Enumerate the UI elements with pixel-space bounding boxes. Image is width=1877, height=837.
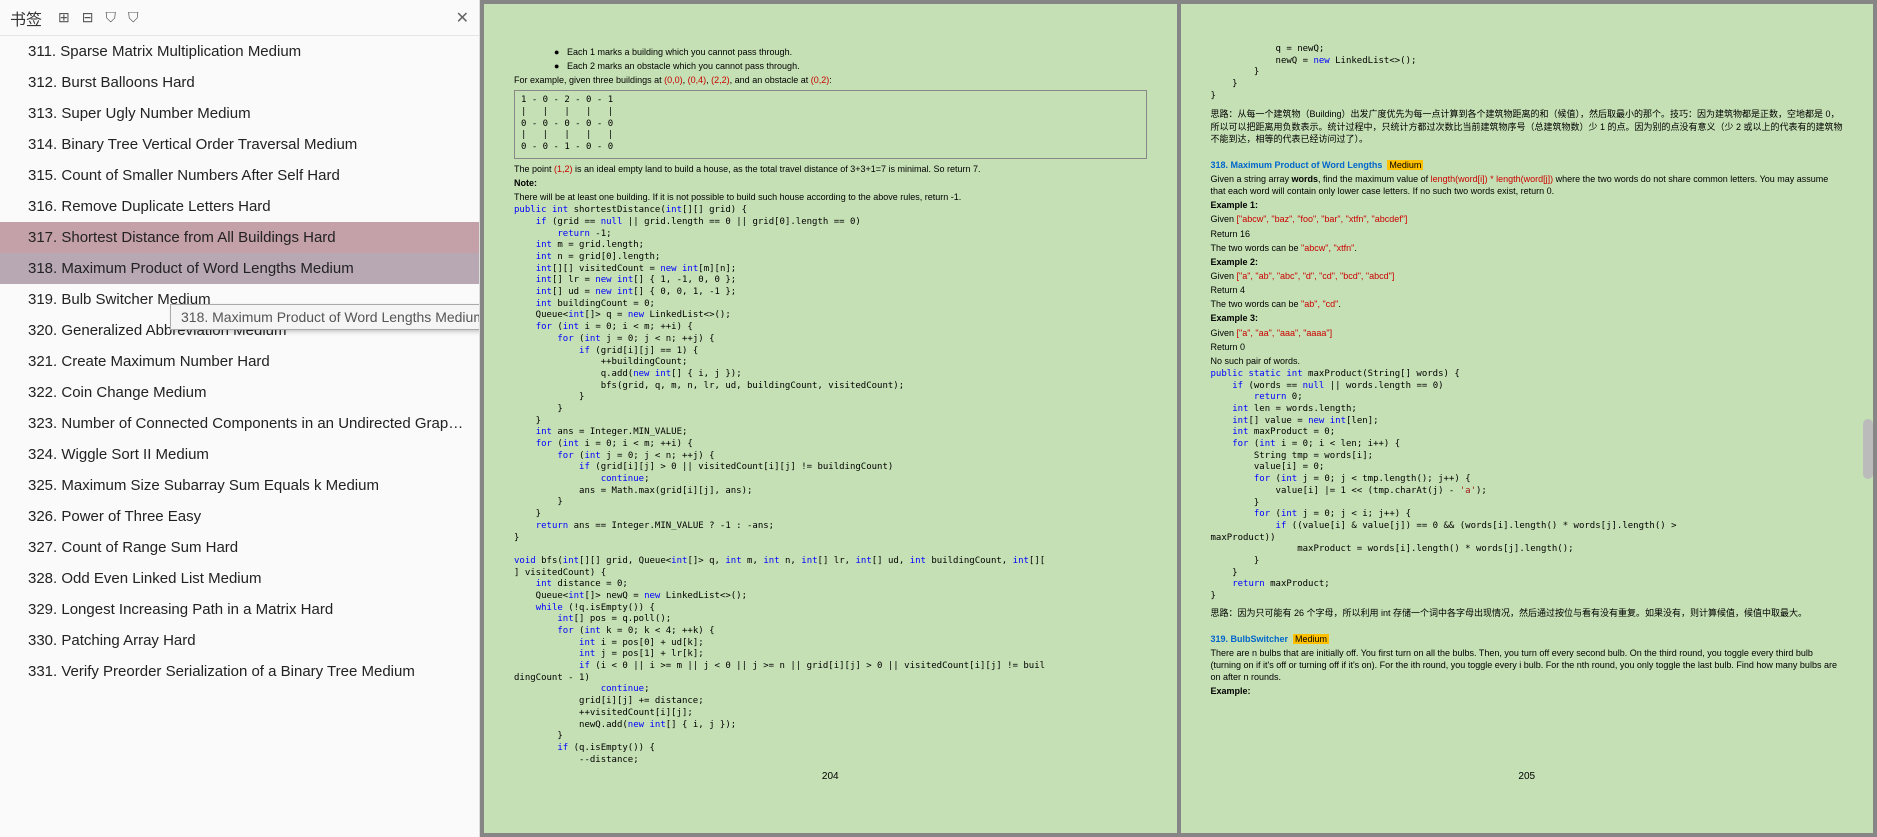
- bookmark-item[interactable]: 317. Shortest Distance from All Building…: [0, 222, 479, 253]
- collapse-icon[interactable]: ⊟: [82, 9, 94, 26]
- bookmark-remove-icon[interactable]: ⛉: [128, 9, 139, 26]
- bookmark-item[interactable]: 330. Patching Array Hard: [0, 625, 479, 656]
- bookmark-add-icon[interactable]: ⛉: [105, 9, 116, 26]
- problem-title-319: 319. BulbSwitcher Medium: [1211, 633, 1844, 645]
- example-intro: For example, given three buildings at (0…: [514, 74, 1147, 86]
- code-block: public int shortestDistance(int[][] grid…: [514, 205, 1147, 766]
- bookmark-item[interactable]: 323. Number of Connected Components in a…: [0, 408, 479, 439]
- example-return: Return 16: [1211, 228, 1844, 240]
- note-text: There will be at least one building. If …: [514, 191, 1147, 203]
- explanation: The point (1,2) is an ideal empty land t…: [514, 163, 1147, 175]
- sidebar-header: 书签 ⊞ ⊟ ⛉ ⛉ ✕: [0, 0, 479, 36]
- sidebar-toolbar: ⊞ ⊟ ⛉ ⛉: [58, 9, 138, 26]
- bookmark-item[interactable]: 314. Binary Tree Vertical Order Traversa…: [0, 129, 479, 160]
- grid-example: 1 - 0 - 2 - 0 - 1 | | | | | 0 - 0 - 0 - …: [514, 90, 1147, 158]
- bookmark-item[interactable]: 326. Power of Three Easy: [0, 501, 479, 532]
- silu-text: 思路：从每一个建筑物（Building）出发广度优先为每一点计算到各个建筑物距离…: [1211, 108, 1844, 144]
- example-label: Example:: [1211, 685, 1844, 697]
- sidebar-title: 书签: [10, 6, 42, 30]
- bookmark-item[interactable]: 311. Sparse Matrix Multiplication Medium: [0, 36, 479, 67]
- example-return: Return 4: [1211, 284, 1844, 296]
- example-return: Return 0: [1211, 341, 1844, 353]
- bookmark-item[interactable]: 312. Burst Balloons Hard: [0, 67, 479, 98]
- code-block: public static int maxProduct(String[] wo…: [1211, 369, 1844, 603]
- page-number: 205: [1518, 770, 1535, 784]
- bookmark-item[interactable]: 328. Odd Even Linked List Medium: [0, 563, 479, 594]
- document-viewport: 译 ● Each 1 marks a building which you ca…: [480, 0, 1877, 837]
- example-given: Given ["a", "ab", "abc", "d", "cd", "bcd…: [1211, 270, 1844, 282]
- problem-title-318: 318. Maximum Product of Word Lengths Med…: [1211, 159, 1844, 171]
- note-label: Note:: [514, 177, 1147, 189]
- example-label: Example 1:: [1211, 199, 1844, 211]
- bullet-text: ● Each 2 marks an obstacle which you can…: [514, 60, 1147, 72]
- problem-desc: There are n bulbs that are initially off…: [1211, 647, 1844, 683]
- example-explain: No such pair of words.: [1211, 355, 1844, 367]
- scrollbar-thumb[interactable]: [1863, 419, 1873, 479]
- bookmark-item[interactable]: 315. Count of Smaller Numbers After Self…: [0, 160, 479, 191]
- example-label: Example 3:: [1211, 312, 1844, 324]
- bookmark-item[interactable]: 324. Wiggle Sort II Medium: [0, 439, 479, 470]
- bookmark-item[interactable]: 313. Super Ugly Number Medium: [0, 98, 479, 129]
- page-205: q = newQ; newQ = new LinkedList<>(); } }…: [1181, 4, 1874, 833]
- example-label: Example 2:: [1211, 256, 1844, 268]
- bookmark-item[interactable]: 327. Count of Range Sum Hard: [0, 532, 479, 563]
- code-block: q = newQ; newQ = new LinkedList<>(); } }…: [1211, 44, 1844, 102]
- bookmark-list[interactable]: 311. Sparse Matrix Multiplication Medium…: [0, 36, 479, 837]
- bookmark-item[interactable]: 321. Create Maximum Number Hard: [0, 346, 479, 377]
- example-given: Given ["a", "aa", "aaa", "aaaa"]: [1211, 327, 1844, 339]
- tooltip: 318. Maximum Product of Word Lengths Med…: [170, 304, 479, 330]
- bookmark-item[interactable]: 331. Verify Preorder Serialization of a …: [0, 656, 479, 687]
- bookmarks-sidebar: 书签 ⊞ ⊟ ⛉ ⛉ ✕ 311. Sparse Matrix Multipli…: [0, 0, 480, 837]
- page-204: ● Each 1 marks a building which you cann…: [484, 4, 1177, 833]
- problem-desc: Given a string array words, find the max…: [1211, 173, 1844, 197]
- bookmark-item[interactable]: 329. Longest Increasing Path in a Matrix…: [0, 594, 479, 625]
- bookmark-item[interactable]: 325. Maximum Size Subarray Sum Equals k …: [0, 470, 479, 501]
- example-explain: The two words can be "ab", "cd".: [1211, 298, 1844, 310]
- bookmark-item[interactable]: 322. Coin Change Medium: [0, 377, 479, 408]
- bookmark-item[interactable]: 318. Maximum Product of Word Lengths Med…: [0, 253, 479, 284]
- expand-icon[interactable]: ⊞: [58, 9, 70, 26]
- silu-text: 思路：因为只可能有 26 个字母，所以利用 int 存储一个词中各字母出现情况，…: [1211, 607, 1844, 619]
- close-icon[interactable]: ✕: [456, 8, 469, 28]
- example-explain: The two words can be "abcw", "xtfn".: [1211, 242, 1844, 254]
- bullet-text: ● Each 1 marks a building which you cann…: [514, 46, 1147, 58]
- bookmark-item[interactable]: 316. Remove Duplicate Letters Hard: [0, 191, 479, 222]
- example-given: Given ["abcw", "baz", "foo", "bar", "xtf…: [1211, 213, 1844, 225]
- app-root: 书签 ⊞ ⊟ ⛉ ⛉ ✕ 311. Sparse Matrix Multipli…: [0, 0, 1877, 837]
- page-number: 204: [822, 770, 839, 784]
